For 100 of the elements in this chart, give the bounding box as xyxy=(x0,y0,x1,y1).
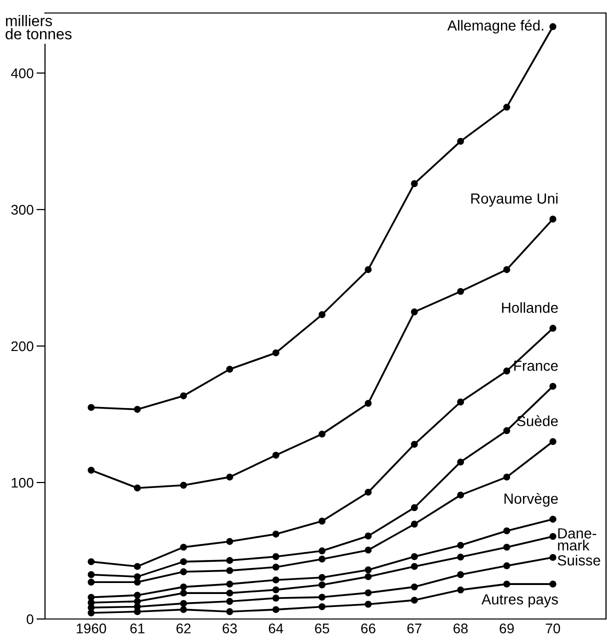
point xyxy=(180,392,187,400)
point xyxy=(549,554,556,561)
point xyxy=(226,556,234,564)
x-tick-label: 66 xyxy=(361,624,376,634)
point xyxy=(88,558,95,566)
point xyxy=(180,606,187,614)
series-label: Royaume Uni xyxy=(471,193,558,207)
point xyxy=(503,544,510,551)
y-tick-label: 100 xyxy=(12,478,34,488)
point xyxy=(457,288,464,295)
point xyxy=(364,600,372,608)
point xyxy=(88,594,95,601)
point xyxy=(549,382,556,390)
series-label: France xyxy=(514,360,558,371)
x-tick-label: 68 xyxy=(454,624,468,634)
point xyxy=(272,349,280,356)
point xyxy=(134,608,141,616)
point xyxy=(88,609,95,616)
x-tick-label: 1960 xyxy=(76,624,106,634)
point xyxy=(503,104,510,111)
x-tick-label: 65 xyxy=(315,624,330,634)
point xyxy=(410,562,418,570)
point xyxy=(88,571,95,578)
point xyxy=(180,568,187,576)
point xyxy=(318,430,326,438)
x-tick-label: 62 xyxy=(176,624,191,634)
x-tick-label: 69 xyxy=(500,624,514,634)
point xyxy=(272,576,280,584)
point xyxy=(549,324,556,332)
point xyxy=(226,567,234,574)
point xyxy=(457,492,464,499)
point xyxy=(318,311,326,318)
point xyxy=(503,474,510,481)
point xyxy=(180,558,187,566)
point xyxy=(134,598,141,605)
point xyxy=(134,484,141,492)
point xyxy=(457,542,464,549)
series-label: Suisse xyxy=(558,554,600,566)
point xyxy=(364,532,372,540)
point xyxy=(364,589,372,596)
x-tick-label: 63 xyxy=(222,624,237,634)
point xyxy=(134,578,141,586)
point xyxy=(318,556,326,563)
point xyxy=(88,466,95,474)
point xyxy=(549,532,556,540)
x-tick-label: 64 xyxy=(268,624,284,634)
point xyxy=(364,488,372,496)
point xyxy=(318,574,326,581)
point xyxy=(410,520,418,528)
point xyxy=(318,594,326,601)
x-tick-label: 61 xyxy=(130,624,144,634)
series-label: Hollande xyxy=(502,302,558,313)
point xyxy=(457,571,464,578)
point xyxy=(503,368,510,374)
y-axis-title: milliers de tonnes xyxy=(6,15,72,40)
point xyxy=(410,440,418,448)
point xyxy=(88,604,95,612)
point xyxy=(180,544,187,551)
point xyxy=(134,562,141,570)
point xyxy=(318,603,326,610)
point xyxy=(226,608,234,616)
point xyxy=(503,427,510,434)
point xyxy=(226,366,234,373)
point xyxy=(503,527,510,534)
point xyxy=(410,308,418,316)
point xyxy=(272,530,280,538)
series-label: Norvège xyxy=(504,492,558,507)
x-tick-label: 70 xyxy=(546,624,560,634)
point xyxy=(410,553,418,560)
point xyxy=(318,581,326,588)
point xyxy=(226,474,234,481)
y-tick-label: 400 xyxy=(11,68,34,78)
point xyxy=(226,538,234,545)
point xyxy=(226,590,234,597)
point xyxy=(272,606,280,614)
y-tick-label: 0 xyxy=(26,614,34,624)
point xyxy=(318,547,326,554)
point xyxy=(134,592,141,599)
point xyxy=(503,580,510,588)
point xyxy=(134,406,141,413)
point xyxy=(226,598,234,605)
point xyxy=(364,573,372,580)
point xyxy=(457,586,464,594)
point xyxy=(549,516,556,523)
series-label: Suède xyxy=(516,415,558,426)
x-tick-label: 67 xyxy=(407,624,422,634)
series-label: Autres pays xyxy=(481,594,558,608)
point xyxy=(457,554,464,561)
point xyxy=(503,266,510,274)
point xyxy=(410,583,418,590)
point xyxy=(180,583,187,590)
point xyxy=(134,573,141,580)
point xyxy=(503,562,510,570)
point xyxy=(272,586,280,594)
point xyxy=(272,452,280,459)
y-tick-label: 300 xyxy=(11,204,34,215)
point xyxy=(364,266,372,274)
point xyxy=(549,23,556,30)
point xyxy=(457,138,464,145)
point xyxy=(457,398,464,406)
